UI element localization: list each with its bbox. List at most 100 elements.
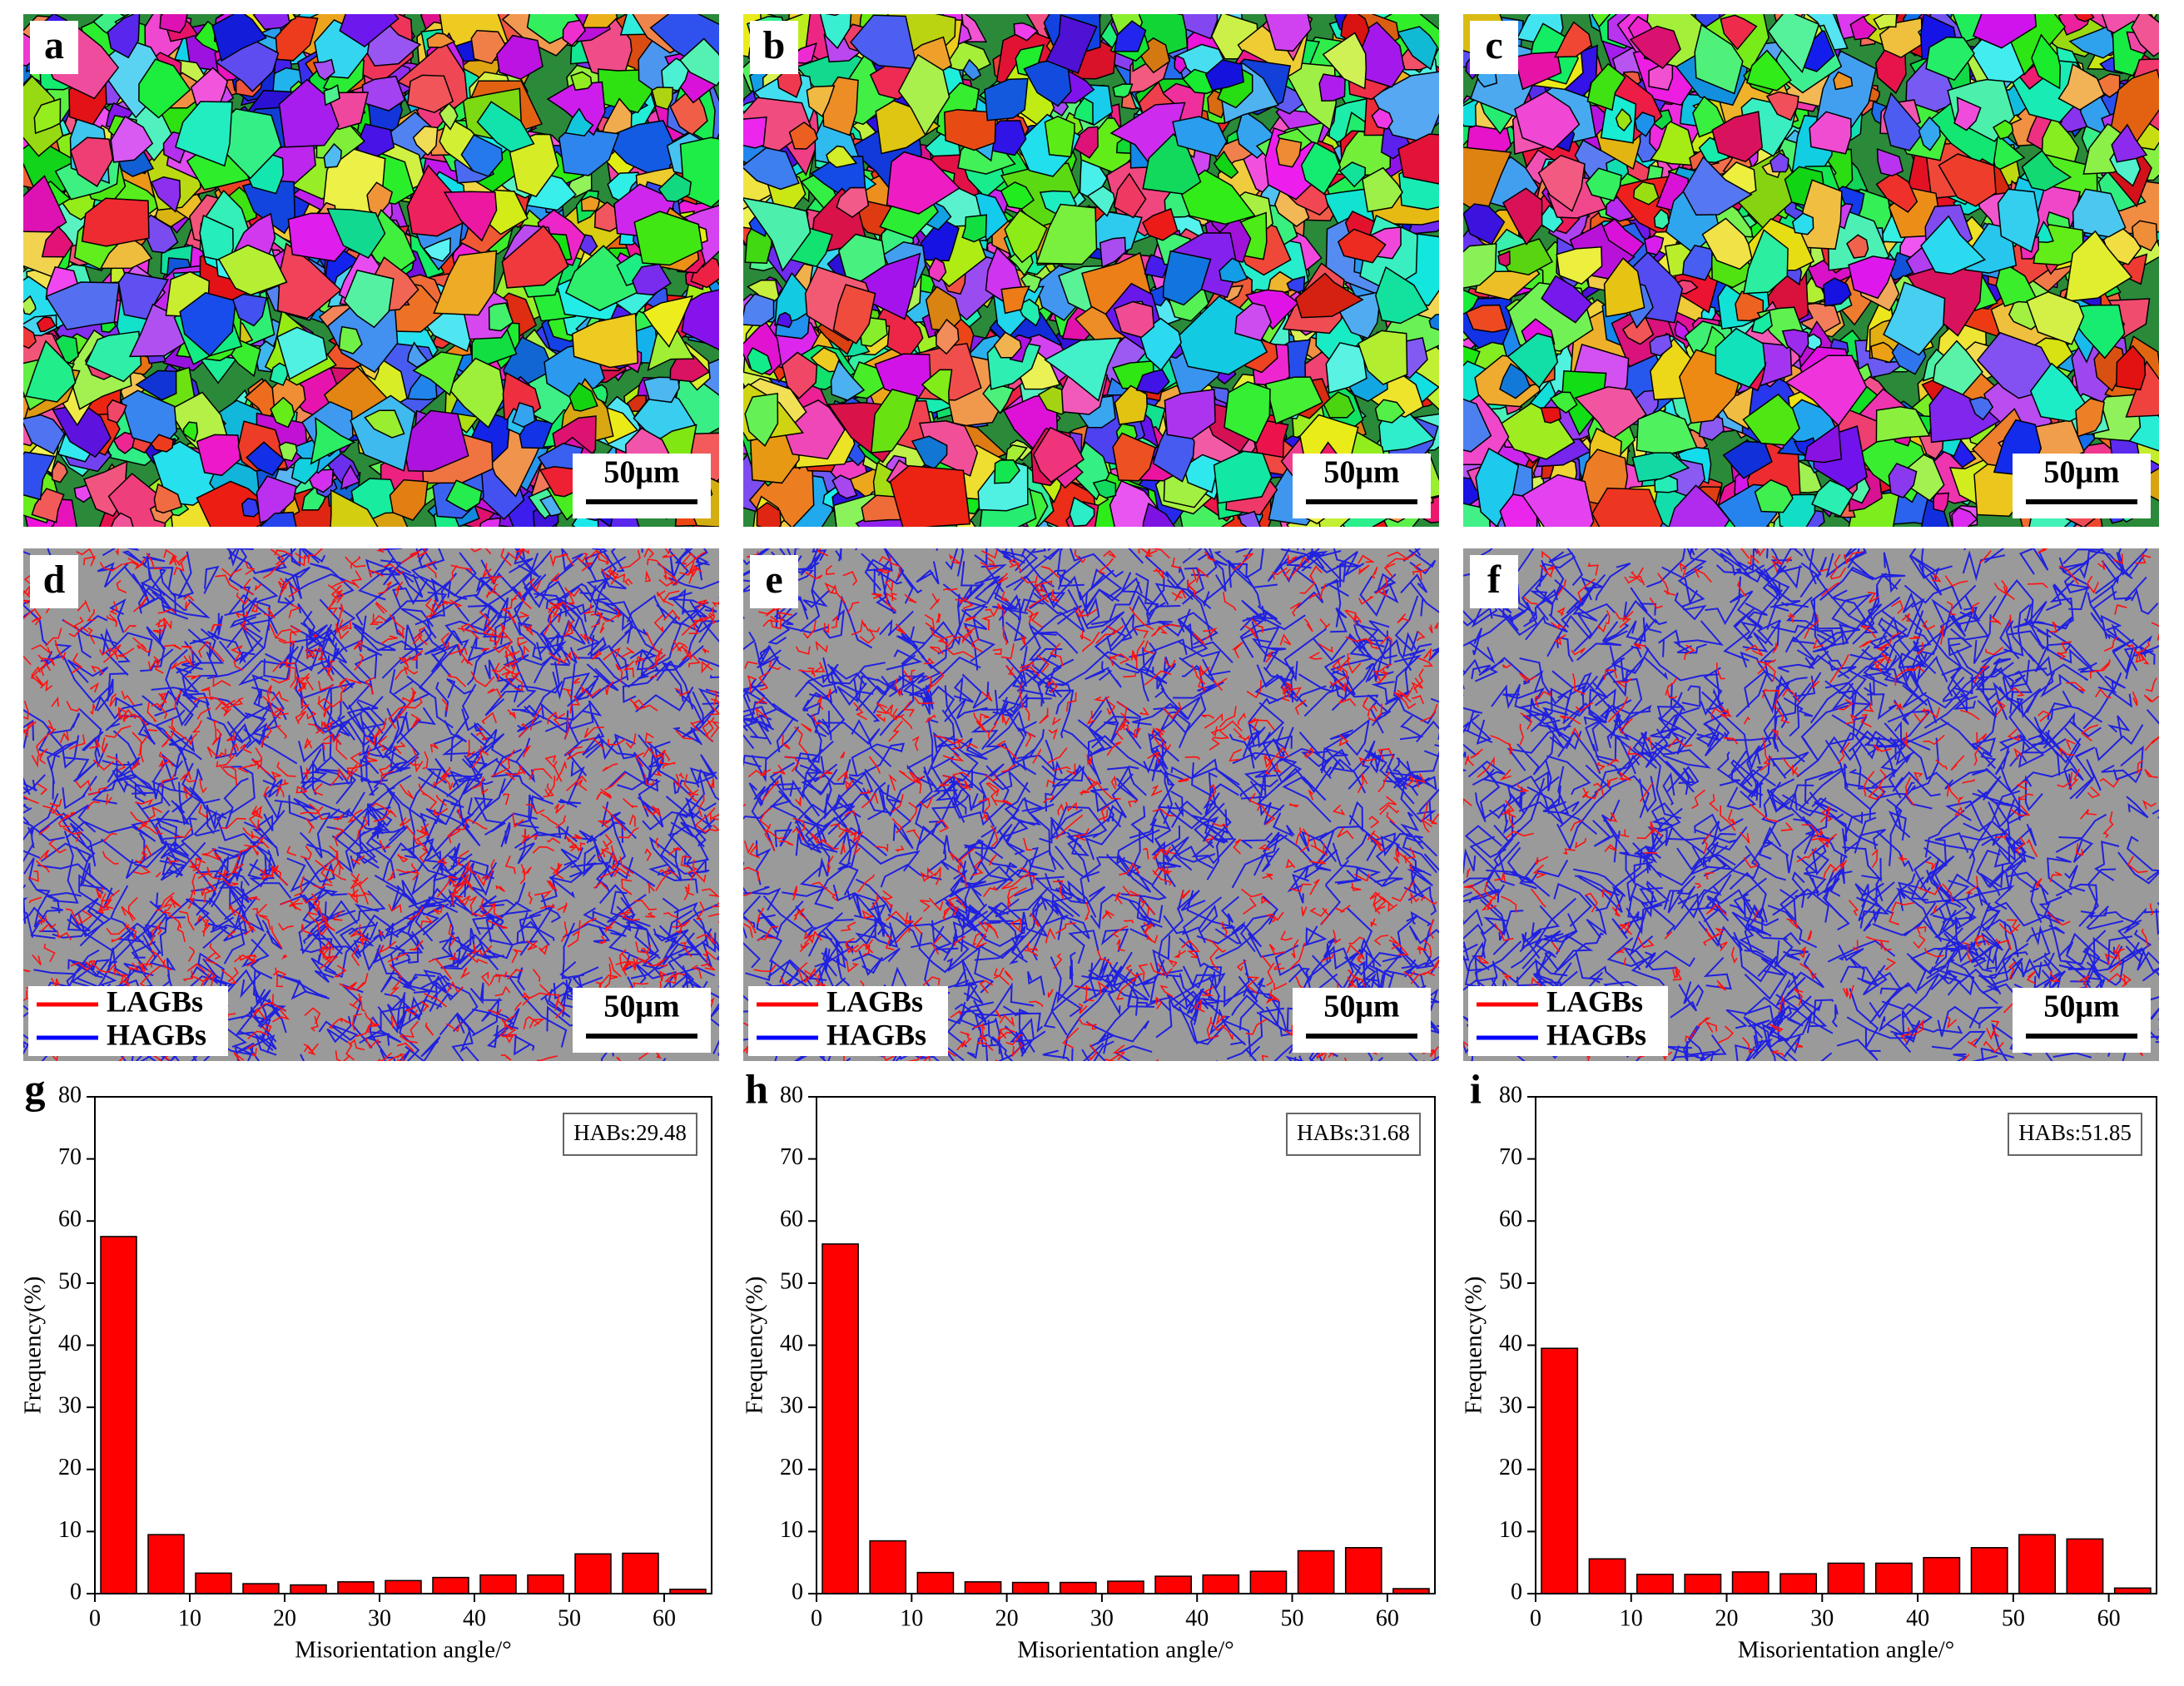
hagb-line bbox=[1206, 830, 1228, 880]
lagb-line bbox=[419, 915, 434, 929]
lagb-line bbox=[340, 1017, 351, 1024]
lagb-line bbox=[410, 940, 424, 951]
lagb-line bbox=[123, 625, 136, 633]
hagb-line bbox=[673, 902, 709, 948]
lagb-line bbox=[678, 772, 685, 780]
grain bbox=[984, 77, 1029, 121]
hagb-line bbox=[231, 882, 292, 905]
lagb-line bbox=[375, 602, 388, 614]
lagb-line bbox=[23, 701, 29, 720]
lagb-line bbox=[87, 786, 108, 796]
hagb-line bbox=[942, 563, 1008, 602]
hagb-line bbox=[570, 845, 598, 877]
hagb-line bbox=[805, 682, 830, 700]
hagb-line bbox=[62, 776, 97, 810]
lagb-line bbox=[474, 902, 496, 917]
hagb-line bbox=[229, 612, 261, 628]
grain bbox=[897, 53, 951, 136]
hagb-line bbox=[471, 997, 500, 1037]
lagb-line bbox=[211, 728, 222, 746]
lagb-line bbox=[429, 742, 439, 753]
hagb-line bbox=[1402, 836, 1437, 874]
hagb-line bbox=[898, 656, 981, 692]
hagb-line bbox=[190, 965, 219, 986]
lagb-line bbox=[313, 900, 322, 910]
grain bbox=[445, 479, 483, 513]
lagb-line bbox=[634, 656, 646, 666]
lagb-line bbox=[662, 761, 676, 769]
lagb-line bbox=[571, 834, 583, 840]
hagb-line bbox=[1407, 885, 1437, 916]
grain bbox=[1932, 340, 1983, 396]
grain bbox=[1541, 275, 1593, 324]
hagb-line bbox=[563, 713, 605, 756]
grain bbox=[138, 58, 191, 119]
lagb-line bbox=[245, 561, 256, 576]
lagb-line bbox=[327, 584, 342, 594]
grain bbox=[1972, 14, 2038, 49]
grain bbox=[870, 389, 918, 454]
lagb-line bbox=[615, 1056, 622, 1061]
grain bbox=[920, 218, 960, 262]
grain bbox=[1069, 496, 1095, 527]
lagb-line bbox=[709, 824, 719, 832]
lagb-line bbox=[388, 904, 402, 913]
lagb-line bbox=[688, 565, 702, 584]
lagb-line bbox=[495, 971, 508, 978]
lagb-line bbox=[404, 665, 419, 675]
lagb-line bbox=[448, 924, 456, 947]
grain bbox=[564, 245, 641, 311]
hagb-line bbox=[340, 921, 379, 960]
hagb-line bbox=[1251, 621, 1287, 652]
grain bbox=[1995, 260, 2040, 308]
lagb-line bbox=[32, 954, 42, 966]
hagb-line bbox=[1068, 930, 1099, 964]
hagb-line bbox=[132, 774, 157, 795]
hagb-line bbox=[408, 873, 436, 908]
lagb-line bbox=[54, 640, 67, 662]
hagb-line bbox=[1262, 731, 1283, 782]
grain bbox=[1113, 20, 1147, 52]
grain bbox=[1300, 141, 1342, 196]
hagb-line bbox=[540, 702, 592, 721]
lagb-line bbox=[215, 574, 239, 592]
hagb-line bbox=[629, 649, 659, 680]
lagb-line bbox=[206, 866, 210, 874]
lagb-line bbox=[424, 560, 437, 578]
lagb-line bbox=[217, 863, 245, 879]
hagb-line bbox=[1135, 573, 1159, 623]
hagb-line bbox=[483, 728, 519, 764]
lagb-line bbox=[479, 746, 489, 756]
hagb-line bbox=[916, 825, 947, 873]
lagb-line bbox=[308, 723, 325, 735]
hagb-line bbox=[417, 768, 447, 789]
lagb-line bbox=[157, 692, 167, 708]
lagb-line bbox=[111, 936, 122, 943]
lagb-line bbox=[651, 805, 661, 817]
hagb-line bbox=[802, 690, 833, 711]
lagb-line bbox=[372, 612, 383, 623]
hagb-line bbox=[23, 857, 57, 900]
lagb-line bbox=[340, 685, 348, 701]
lagb-line bbox=[326, 598, 339, 616]
lagb-line bbox=[696, 599, 707, 610]
hagb-line bbox=[203, 565, 220, 594]
grain bbox=[1634, 112, 1655, 137]
hagb-line bbox=[856, 841, 921, 872]
hagb-line bbox=[901, 632, 926, 658]
panel-label: c bbox=[1485, 23, 1502, 67]
hagb-line bbox=[300, 790, 365, 817]
lagb-line bbox=[538, 943, 549, 955]
hagb-line bbox=[1328, 758, 1367, 794]
lagb-line bbox=[511, 949, 523, 964]
hagb-line bbox=[1001, 781, 1029, 839]
hagb-line bbox=[1055, 806, 1108, 839]
grain bbox=[1918, 116, 1941, 151]
grain bbox=[1045, 14, 1098, 74]
hagb-line bbox=[1372, 630, 1388, 682]
hagb-line bbox=[757, 773, 802, 806]
hagb-line bbox=[876, 654, 916, 695]
hagb-line bbox=[369, 807, 384, 839]
lagb-line bbox=[662, 554, 676, 558]
grain bbox=[36, 316, 57, 333]
